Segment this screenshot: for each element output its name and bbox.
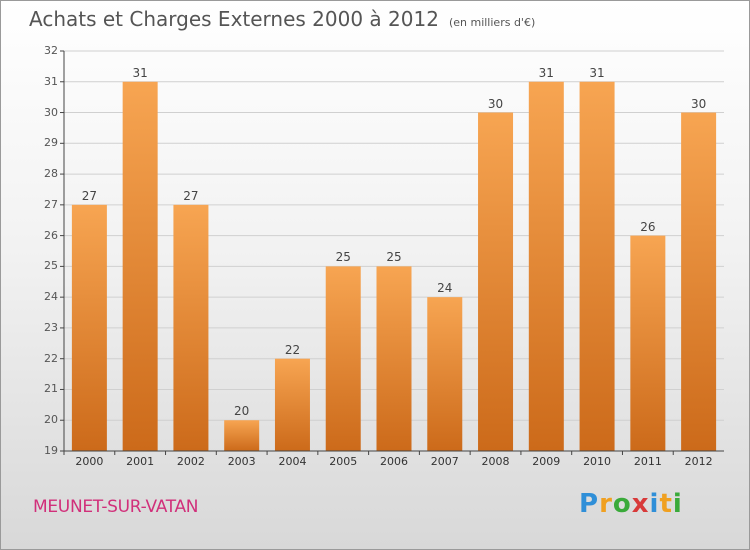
chart-subtitle: (en milliers d'€) [448,16,536,29]
bar-2005 [325,266,361,451]
y-tick-label: 30 [44,105,58,119]
proxiti-logo: Proxiti [579,489,683,519]
x-tick-label: 2006 [380,455,408,468]
bar-2001 [122,81,158,452]
y-tick-label: 28 [44,167,58,181]
x-tick-label: 2008 [481,455,510,468]
y-tick-label: 20 [44,413,58,427]
x-tick-label: 2000 [75,455,104,468]
y-tick-label: 25 [44,259,58,273]
bar-value-label: 24 [437,281,453,296]
bar-value-label: 26 [640,219,656,234]
bar-value-label: 25 [386,250,402,265]
y-tick-label: 26 [44,228,58,242]
x-tick-label: 2004 [278,455,307,468]
y-tick-label: 19 [44,444,58,457]
bar-value-label: 31 [538,65,554,80]
bar-value-label: 30 [487,96,504,111]
x-tick-label: 2001 [126,455,155,468]
bar-2008 [478,112,514,452]
y-tick-label: 24 [44,290,58,304]
bar-2000 [71,204,107,451]
bar-value-label: 27 [183,188,199,203]
chart-title: Achats et Charges Externes 2000 à 2012 (e… [29,7,535,31]
bar-2004 [274,358,310,451]
y-tick-label: 31 [44,74,58,88]
city-name: MEUNET-SUR-VATAN [33,497,199,517]
x-tick-label: 2003 [227,455,256,468]
bar-2003 [224,420,260,451]
y-tick-label: 23 [44,320,58,334]
x-tick-label: 2005 [329,455,358,468]
x-tick-label: 2007 [430,455,459,468]
bar-value-label: 27 [81,188,98,203]
bar-value-label: 20 [234,404,250,419]
y-tick-label: 21 [44,382,58,396]
bar-2011 [630,235,666,451]
y-tick-label: 22 [44,351,58,365]
bar-2002 [173,204,209,451]
x-tick-label: 2010 [583,455,612,468]
bar-2007 [427,297,463,451]
x-tick-label: 2009 [532,455,561,468]
x-tick-label: 2002 [176,455,205,468]
y-tick-label: 27 [44,197,58,211]
bar-value-label: 31 [589,65,605,80]
y-tick-label: 32 [44,44,58,57]
bar-value-label: 30 [690,96,707,111]
bar-2010 [579,81,615,452]
bar-2006 [376,266,412,451]
bar-2012 [681,112,717,452]
bar-value-label: 25 [335,250,351,265]
bar-value-label: 22 [284,342,301,357]
y-tick-label: 29 [44,136,58,150]
chart-title-text: Achats et Charges Externes 2000 à 2012 [29,7,439,31]
bar-2009 [528,81,564,452]
x-tick-label: 2012 [684,455,713,468]
x-tick-label: 2011 [633,455,662,468]
bar-value-label: 31 [132,65,148,80]
